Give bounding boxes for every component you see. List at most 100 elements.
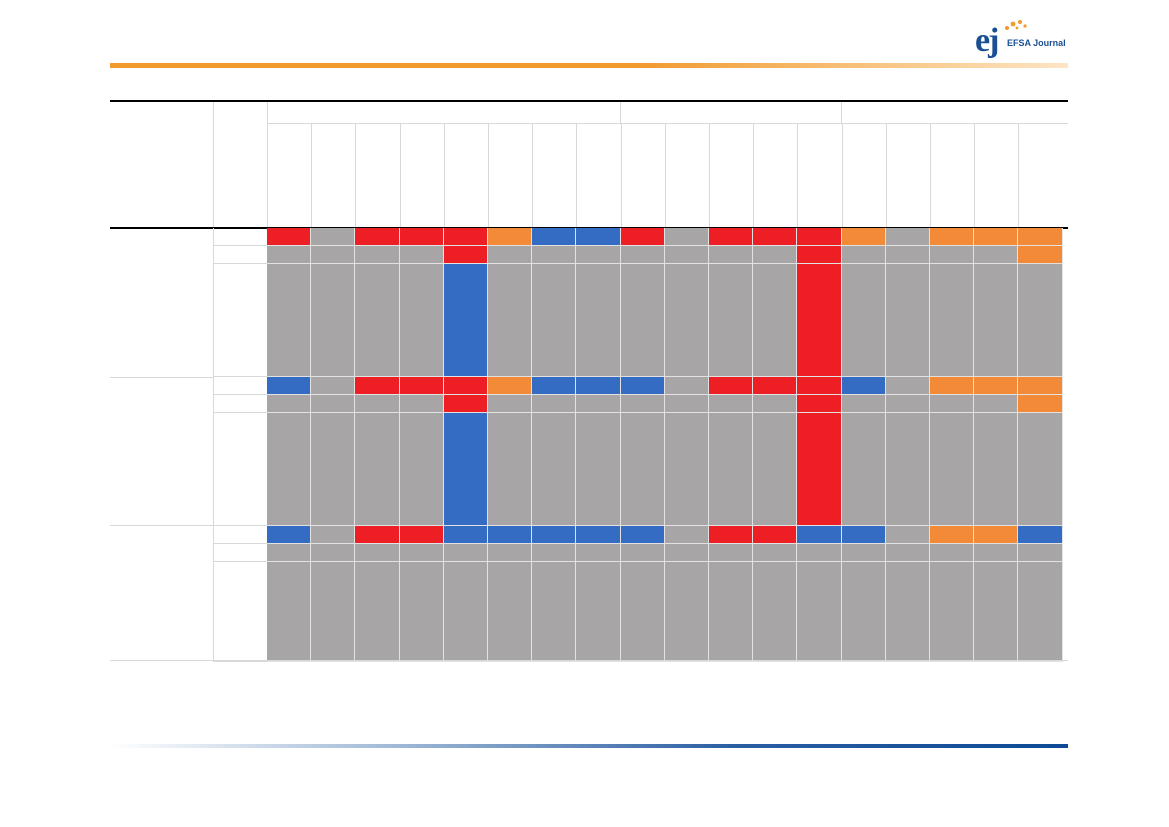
matrix-cell-r4-c10 <box>664 377 709 395</box>
matrix-cell-r3-c14 <box>841 264 886 377</box>
matrix-cell-r8-c1 <box>267 544 312 562</box>
row-rule-7 <box>213 543 267 544</box>
matrix-cell-r7-c13 <box>797 526 842 544</box>
matrix-cell-r2-c9 <box>620 246 665 264</box>
matrix-cell-r7-c4 <box>399 526 444 544</box>
matrix-cell-r1-c8 <box>576 228 621 246</box>
matrix-cell-r6-c8 <box>576 413 621 526</box>
matrix-cell-r9-c17 <box>974 562 1019 662</box>
matrix-cell-r9-c16 <box>930 562 975 662</box>
matrix-cell-r2-c4 <box>399 246 444 264</box>
matrix-cell-r6-c16 <box>930 413 975 526</box>
matrix-cell-r4-c17 <box>974 377 1019 395</box>
matrix-cell-r4-c18 <box>1018 377 1063 395</box>
matrix-cell-r7-c15 <box>885 526 930 544</box>
matrix-cell-r3-c9 <box>620 264 665 377</box>
matrix-cell-r2-c2 <box>311 246 356 264</box>
matrix-cell-r5-c8 <box>576 395 621 413</box>
matrix-cell-r3-c4 <box>399 264 444 377</box>
matrix-cell-r5-c4 <box>399 395 444 413</box>
matrix-cell-r6-c10 <box>664 413 709 526</box>
matrix-cell-r7-c18 <box>1018 526 1063 544</box>
matrix-cell-r8-c6 <box>488 544 533 562</box>
matrix-cell-r2-c10 <box>664 246 709 264</box>
matrix-cell-r9-c3 <box>355 562 400 662</box>
matrix-cell-r7-c3 <box>355 526 400 544</box>
matrix-cell-r5-c15 <box>885 395 930 413</box>
col-divider-2 <box>267 102 268 228</box>
label-column-divider <box>213 228 214 660</box>
matrix-cell-r5-c6 <box>488 395 533 413</box>
matrix-cell-r6-c11 <box>709 413 754 526</box>
matrix-cell-r5-c14 <box>841 395 886 413</box>
matrix-cell-r4-c4 <box>399 377 444 395</box>
matrix-cell-r9-c15 <box>885 562 930 662</box>
group-divider-1 <box>620 102 621 123</box>
matrix-cell-r7-c8 <box>576 526 621 544</box>
matrix-cell-r9-c1 <box>267 562 312 662</box>
matrix-cell-r4-c16 <box>930 377 975 395</box>
matrix-cell-r5-c1 <box>267 395 312 413</box>
matrix-cell-r1-c12 <box>753 228 798 246</box>
matrix-cell-r7-c6 <box>488 526 533 544</box>
matrix-cell-r1-c16 <box>930 228 975 246</box>
matrix-cell-r1-c2 <box>311 228 356 246</box>
matrix-cell-r3-c6 <box>488 264 533 377</box>
subheader-divider-10 <box>709 124 710 228</box>
matrix-cell-r3-c12 <box>753 264 798 377</box>
matrix-cell-r3-c16 <box>930 264 975 377</box>
row-rule-9 <box>213 661 267 662</box>
matrix-cell-r9-c14 <box>841 562 886 662</box>
matrix-cell-r6-c14 <box>841 413 886 526</box>
matrix-cell-r5-c7 <box>532 395 577 413</box>
matrix-cell-r2-c8 <box>576 246 621 264</box>
matrix-cell-r2-c3 <box>355 246 400 264</box>
group-divider-2 <box>841 102 842 123</box>
row-rule-5 <box>213 412 267 413</box>
table-top-rule <box>110 100 1068 102</box>
subheader-divider-7 <box>576 124 578 228</box>
matrix-cell-r4-c7 <box>532 377 577 395</box>
matrix-cell-r2-c14 <box>841 246 886 264</box>
matrix-cell-r2-c18 <box>1018 246 1063 264</box>
matrix-cell-r9-c6 <box>488 562 533 662</box>
matrix-cell-r7-c16 <box>930 526 975 544</box>
matrix-cell-r7-c14 <box>841 526 886 544</box>
matrix-cell-r9-c2 <box>311 562 356 662</box>
matrix-cell-r1-c5 <box>443 228 488 246</box>
matrix-cell-r8-c7 <box>532 544 577 562</box>
matrix-cell-r5-c10 <box>664 395 709 413</box>
subheader-divider-11 <box>753 124 755 228</box>
matrix-cell-r8-c9 <box>620 544 665 562</box>
matrix-cell-r7-c10 <box>664 526 709 544</box>
row-rule-6 <box>213 525 267 526</box>
matrix-cell-r4-c2 <box>311 377 356 395</box>
matrix-cell-r6-c9 <box>620 413 665 526</box>
matrix-cell-r9-c4 <box>399 562 444 662</box>
matrix-cell-r1-c3 <box>355 228 400 246</box>
matrix-cell-r9-c8 <box>576 562 621 662</box>
subheader-divider-6 <box>532 124 534 228</box>
matrix-cell-r7-c5 <box>443 526 488 544</box>
matrix-cell-r1-c14 <box>841 228 886 246</box>
matrix-cell-r1-c10 <box>664 228 709 246</box>
matrix-cell-r3-c8 <box>576 264 621 377</box>
matrix-cell-r8-c11 <box>709 544 754 562</box>
matrix-cell-r6-c18 <box>1018 413 1063 526</box>
row-rule-4 <box>213 394 267 395</box>
row-rule-2 <box>213 263 267 264</box>
matrix-cell-r2-c16 <box>930 246 975 264</box>
subheader-divider-15 <box>930 124 931 228</box>
matrix-cell-r3-c13 <box>797 264 842 377</box>
matrix-cell-r5-c16 <box>930 395 975 413</box>
subheader-divider-3 <box>399 124 401 228</box>
matrix-cell-r7-c1 <box>267 526 312 544</box>
matrix-cell-r5-c5 <box>443 395 488 413</box>
journal-name: EFSA Journal <box>1007 38 1066 48</box>
subheader-divider-4 <box>443 124 445 228</box>
subheader-divider-17 <box>1018 124 1020 228</box>
matrix-cell-r8-c14 <box>841 544 886 562</box>
matrix-cell-r8-c8 <box>576 544 621 562</box>
matrix-cell-r2-c7 <box>532 246 577 264</box>
matrix-cell-r5-c11 <box>709 395 754 413</box>
